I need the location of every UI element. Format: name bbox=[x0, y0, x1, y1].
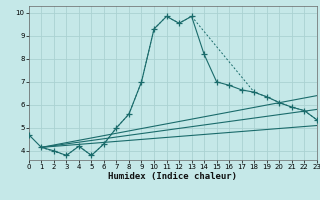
X-axis label: Humidex (Indice chaleur): Humidex (Indice chaleur) bbox=[108, 172, 237, 181]
